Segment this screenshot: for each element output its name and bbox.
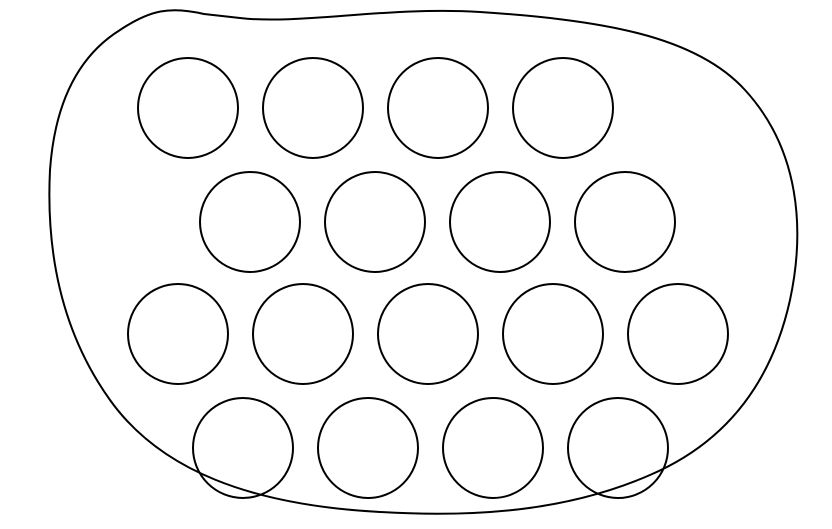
- grid-circle: [378, 284, 478, 384]
- grid-circle: [263, 58, 363, 158]
- blob-outline: [49, 10, 797, 514]
- grid-circle: [253, 284, 353, 384]
- grid-circle: [443, 398, 543, 498]
- grid-circle: [568, 398, 668, 498]
- grid-circle: [513, 58, 613, 158]
- diagram-canvas: [0, 0, 832, 529]
- circle-grid: [128, 58, 728, 498]
- grid-circle: [200, 172, 300, 272]
- grid-circle: [628, 284, 728, 384]
- grid-circle: [128, 284, 228, 384]
- grid-circle: [318, 398, 418, 498]
- grid-circle: [450, 172, 550, 272]
- grid-circle: [193, 398, 293, 498]
- grid-circle: [138, 58, 238, 158]
- grid-circle: [325, 172, 425, 272]
- grid-circle: [388, 58, 488, 158]
- grid-circle: [575, 172, 675, 272]
- grid-circle: [503, 284, 603, 384]
